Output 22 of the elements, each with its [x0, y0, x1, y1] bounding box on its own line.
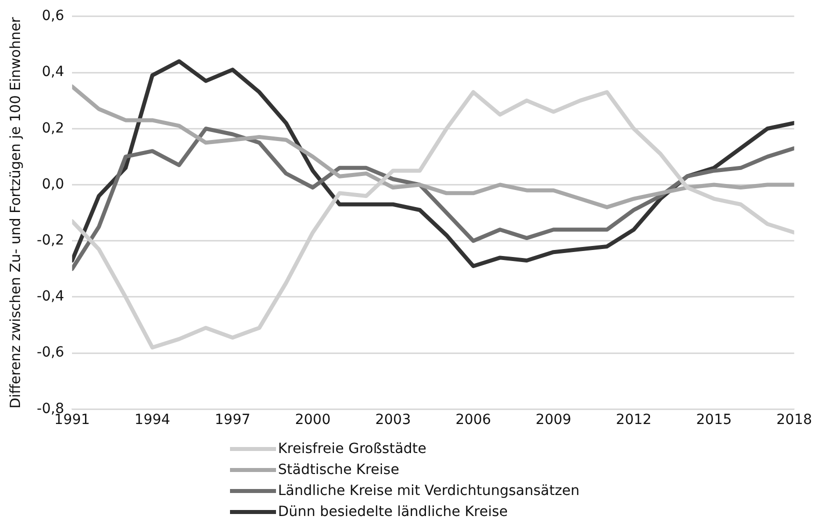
y-tick-label: 0,0 — [42, 176, 64, 192]
legend-label: Dünn besiedelte ländliche Kreise — [278, 504, 508, 520]
y-axis-title: Differenz zwischen Zu- und Fortzügen je 100 Einwohner — [8, 16, 24, 409]
x-tick-label: 1991 — [54, 412, 90, 428]
legend-label: Ländliche Kreise mit Verdichtungsansätzen — [278, 482, 580, 498]
x-tick-label: 2003 — [375, 412, 411, 428]
y-tick-label: -0,4 — [36, 288, 64, 305]
x-tick-label: 2000 — [294, 412, 331, 428]
x-tick-label: 2018 — [776, 412, 812, 428]
x-tick-label: 2015 — [696, 412, 732, 428]
x-tick-label: 2006 — [455, 412, 492, 428]
y-tick-label: -0,2 — [36, 232, 64, 248]
legend-label: Städtische Kreise — [278, 462, 400, 478]
y-tick-label: -0,6 — [36, 344, 64, 361]
x-tick-label: 1994 — [134, 412, 170, 428]
y-tick-label: 0,2 — [42, 120, 64, 136]
legend-label: Kreisfreie Großstädte — [278, 440, 426, 456]
x-tick-label: 2012 — [616, 412, 652, 428]
y-tick-label: 0,4 — [42, 64, 64, 80]
x-tick-label: 2009 — [536, 412, 572, 428]
x-tick-label: 1997 — [214, 412, 250, 428]
y-tick-label: 0,6 — [42, 8, 64, 24]
